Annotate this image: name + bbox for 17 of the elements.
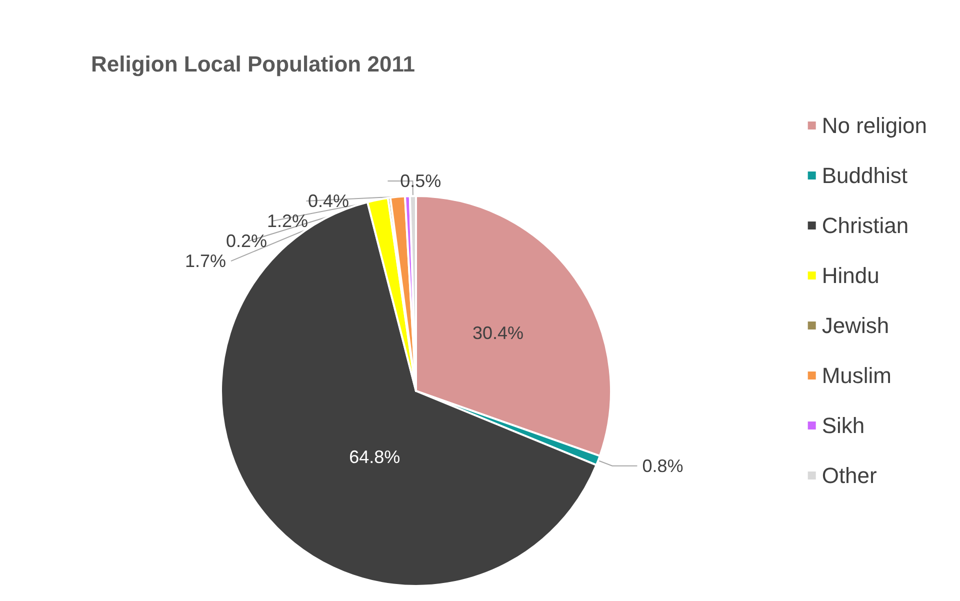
data-label: 0.8%	[642, 456, 684, 476]
legend-label: Christian	[822, 213, 909, 238]
data-label: 64.8%	[349, 446, 400, 467]
data-label: 0.4%	[308, 191, 350, 212]
data-label: 1.2%	[267, 211, 308, 232]
data-label: 30.4%	[472, 322, 524, 343]
legend-label: Buddhist	[822, 163, 908, 188]
legend-label: Sikh	[822, 413, 865, 438]
legend-label: Muslim	[822, 363, 892, 388]
data-label: 1.7%	[184, 251, 226, 272]
legend-label: Other	[822, 463, 877, 488]
legend-label: Jewish	[822, 313, 890, 338]
data-label: 0.5%	[400, 171, 442, 192]
legend-label: No religion	[822, 113, 928, 138]
chart-title: Religion Local Population 2011	[91, 52, 415, 76]
data-label: 0.2%	[226, 231, 268, 252]
legend-label: Hindu	[822, 263, 880, 288]
